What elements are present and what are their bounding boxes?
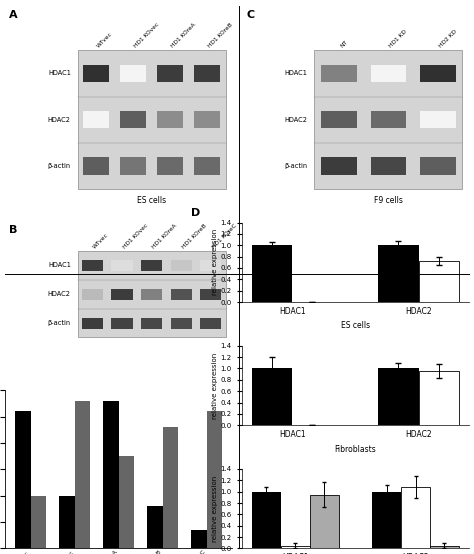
Bar <box>200 260 221 270</box>
Bar <box>420 65 456 82</box>
Bar <box>252 491 281 548</box>
Bar <box>252 368 292 425</box>
Bar <box>194 157 220 175</box>
Bar <box>141 317 162 329</box>
Bar <box>200 289 221 300</box>
Bar <box>111 317 133 329</box>
Bar <box>281 546 310 548</box>
Bar <box>103 401 118 548</box>
Text: HDAC2: HDAC2 <box>284 117 308 122</box>
Bar <box>82 260 103 270</box>
Bar <box>310 495 338 548</box>
Bar <box>83 157 109 175</box>
Text: HD2 KD: HD2 KD <box>438 28 457 48</box>
Bar <box>59 496 74 548</box>
Bar <box>141 260 162 270</box>
X-axis label: ES cells: ES cells <box>341 321 370 330</box>
Bar <box>371 157 406 175</box>
Bar <box>372 491 401 548</box>
Text: HD1 KD: HD1 KD <box>388 29 408 48</box>
Bar <box>82 317 103 329</box>
Y-axis label: relative expression: relative expression <box>212 229 218 295</box>
Bar <box>171 289 192 300</box>
Text: C: C <box>246 9 254 19</box>
Text: β-actin: β-actin <box>48 320 71 326</box>
Bar <box>171 260 192 270</box>
Bar <box>157 157 183 175</box>
Bar <box>82 289 103 300</box>
Text: A: A <box>9 9 18 19</box>
Bar <box>191 530 207 548</box>
Bar <box>419 261 459 302</box>
Bar <box>15 412 30 548</box>
Bar <box>194 65 220 82</box>
Text: HDAC1: HDAC1 <box>48 262 71 268</box>
Text: WTvec: WTvec <box>92 232 110 249</box>
Bar <box>147 506 163 548</box>
X-axis label: Fibroblasts: Fibroblasts <box>335 445 376 454</box>
Text: HDAC2: HDAC2 <box>48 117 71 122</box>
Text: ES cells: ES cells <box>137 196 166 205</box>
Bar <box>141 289 162 300</box>
Text: HDAC2: HDAC2 <box>48 291 71 297</box>
Bar <box>78 50 226 189</box>
Bar <box>200 317 221 329</box>
Text: NT: NT <box>339 39 348 48</box>
Bar <box>314 50 463 189</box>
Bar <box>194 111 220 129</box>
Text: HD1 KOreB: HD1 KOreB <box>207 22 234 48</box>
Text: HD1 KOreA: HD1 KOreA <box>170 22 197 48</box>
Bar <box>83 111 109 129</box>
Bar <box>78 250 226 337</box>
Bar <box>118 456 134 548</box>
Text: β-actin: β-actin <box>284 163 308 169</box>
Bar <box>430 546 459 548</box>
Text: WTvec: WTvec <box>96 31 114 48</box>
Bar <box>157 111 183 129</box>
Bar <box>157 65 183 82</box>
Text: B: B <box>9 225 18 235</box>
Bar <box>321 111 357 129</box>
Y-axis label: relative expression: relative expression <box>212 352 218 419</box>
Text: β-actin: β-actin <box>48 163 71 169</box>
Text: HDAC1: HDAC1 <box>285 70 308 76</box>
Y-axis label: relative expression: relative expression <box>212 475 218 542</box>
Bar <box>74 401 90 548</box>
Text: HD1 KOreB: HD1 KOreB <box>181 223 208 249</box>
Bar <box>252 245 292 302</box>
Bar <box>30 496 46 548</box>
Bar <box>120 157 146 175</box>
Bar <box>171 317 192 329</box>
Bar <box>371 65 406 82</box>
Bar <box>321 65 357 82</box>
Bar <box>120 65 146 82</box>
Bar <box>378 245 419 302</box>
Text: D: D <box>191 208 201 218</box>
Bar <box>83 65 109 82</box>
Text: HDAC1: HDAC1 <box>48 70 71 76</box>
Bar <box>420 111 456 129</box>
Text: F9 cells: F9 cells <box>374 196 403 205</box>
Bar <box>419 371 459 425</box>
Bar <box>378 368 419 425</box>
Bar <box>120 111 146 129</box>
Bar <box>111 289 133 300</box>
Text: HD1 KOvec: HD1 KOvec <box>122 222 149 249</box>
Text: HD1 KOreC: HD1 KOreC <box>211 223 237 249</box>
Bar <box>111 260 133 270</box>
Bar <box>420 157 456 175</box>
Bar <box>371 111 406 129</box>
Bar <box>163 427 178 548</box>
Text: HD1 KOreA: HD1 KOreA <box>152 223 178 249</box>
Bar <box>321 157 357 175</box>
Text: HD1 KOvec: HD1 KOvec <box>133 22 160 48</box>
Bar <box>207 412 222 548</box>
Bar <box>401 487 430 548</box>
